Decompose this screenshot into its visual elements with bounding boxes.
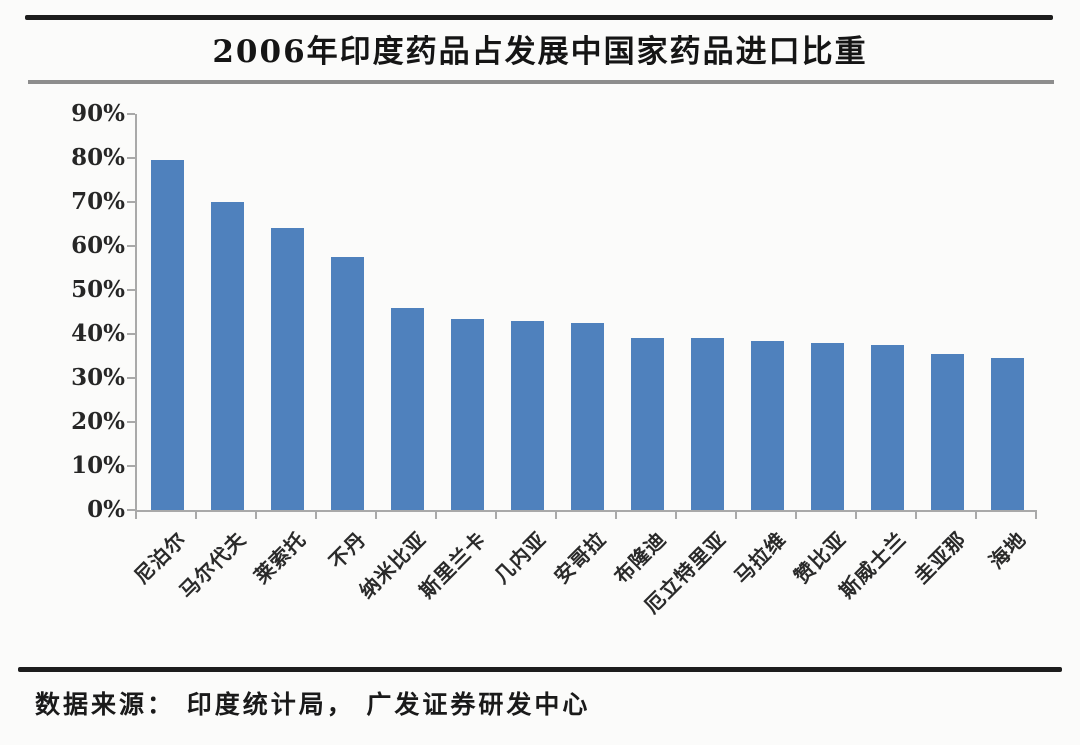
chart-title: 2006年印度药品占发展中国家药品进口比重 <box>212 34 868 70</box>
y-tick-label: 40% <box>71 320 125 347</box>
y-tick-mark <box>127 377 135 379</box>
x-tick-mark <box>255 512 257 519</box>
y-tick-label: 10% <box>71 452 125 479</box>
bar-莱索托 <box>270 228 304 510</box>
x-tick-mark <box>1035 512 1037 519</box>
y-tick-label: 20% <box>71 408 125 435</box>
y-tick-mark <box>127 201 135 203</box>
bar-不丹 <box>330 257 364 510</box>
bar-安哥拉 <box>570 323 604 510</box>
y-tick-mark <box>127 245 135 247</box>
bar-圭亚那 <box>930 353 964 510</box>
x-tick-mark <box>975 512 977 519</box>
x-tick-mark <box>555 512 557 519</box>
bar-布隆迪 <box>630 338 664 510</box>
x-tick-mark <box>135 512 137 519</box>
x-tick-mark <box>195 512 197 519</box>
x-tick-mark <box>795 512 797 519</box>
y-tick-mark <box>127 421 135 423</box>
y-tick-mark <box>127 289 135 291</box>
x-tick-mark <box>375 512 377 519</box>
bar-厄立特里亚 <box>690 338 724 510</box>
y-tick-mark <box>127 113 135 115</box>
y-tick-mark <box>127 509 135 511</box>
x-tick-mark <box>615 512 617 519</box>
y-tick-mark <box>127 465 135 467</box>
x-tick-mark <box>675 512 677 519</box>
y-tick-label: 80% <box>71 144 125 171</box>
title-divider <box>28 80 1054 84</box>
y-tick-label: 50% <box>71 276 125 303</box>
top-divider <box>25 15 1053 20</box>
bar-海地 <box>990 358 1024 510</box>
bar-马尔代夫 <box>210 202 244 510</box>
plot-area <box>135 114 1037 512</box>
bar-斯里兰卡 <box>450 318 484 510</box>
x-tick-mark <box>735 512 737 519</box>
y-tick-label: 0% <box>87 496 125 523</box>
bar-赞比亚 <box>810 342 844 510</box>
y-tick-label: 30% <box>71 364 125 391</box>
y-tick-label: 60% <box>71 232 125 259</box>
bar-斯威士兰 <box>870 345 904 510</box>
y-tick-mark <box>127 333 135 335</box>
y-tick-label: 90% <box>71 100 125 127</box>
x-tick-mark <box>435 512 437 519</box>
y-tick-label: 70% <box>71 188 125 215</box>
x-tick-mark <box>315 512 317 519</box>
x-tick-mark <box>855 512 857 519</box>
bar-尼泊尔 <box>150 160 184 510</box>
bottom-divider <box>18 667 1062 672</box>
x-tick-mark <box>495 512 497 519</box>
bar-马拉维 <box>750 340 784 510</box>
bar-几内亚 <box>510 320 544 510</box>
source-note: 数据来源： 印度统计局， 广发证券研发中心 <box>35 690 591 719</box>
y-tick-mark <box>127 157 135 159</box>
bar-纳米比亚 <box>390 307 424 510</box>
x-tick-mark <box>915 512 917 519</box>
